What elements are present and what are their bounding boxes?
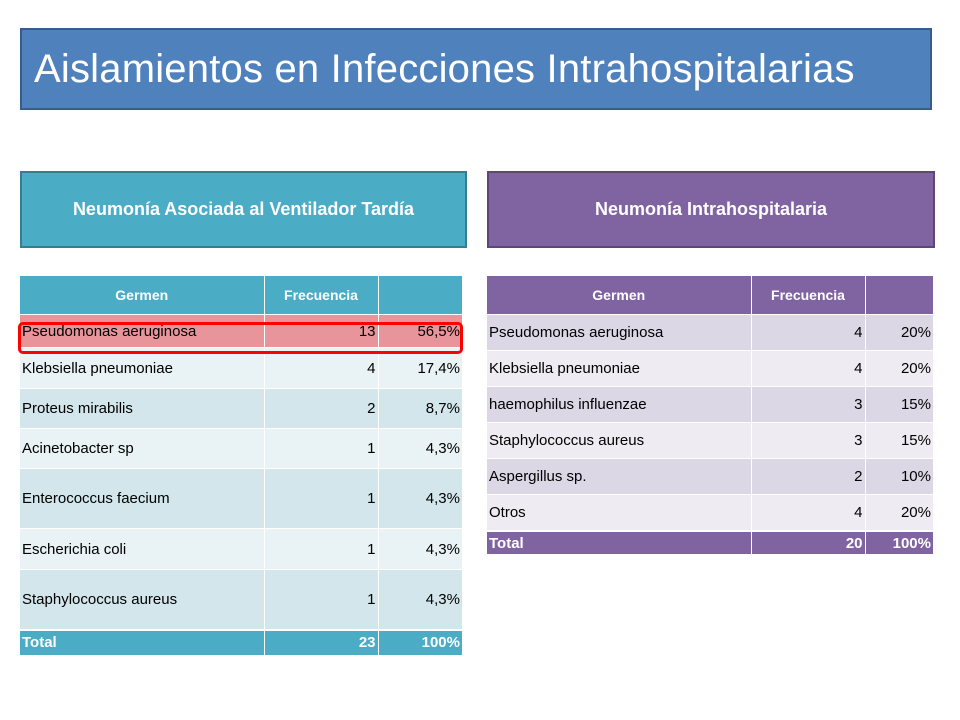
cell-total-label: Total [487, 530, 751, 554]
cell-frecuencia: 1 [263, 468, 378, 529]
table-vap: Germen Frecuencia Pseudomonas aeruginosa… [20, 276, 462, 655]
cell-germen: Otros [487, 494, 751, 531]
table-row: Proteus mirabilis 2 8,7% [20, 388, 462, 429]
cell-porcentaje: 4,3% [377, 569, 462, 630]
cell-germen: Staphylococcus aureus [487, 422, 751, 459]
cell-porcentaje: 4,3% [377, 528, 462, 570]
table-row: Klebsiella pneumoniae 4 17,4% [20, 347, 462, 389]
cell-germen: Staphylococcus aureus [20, 569, 264, 630]
cell-germen: haemophilus influenzae [487, 386, 751, 423]
cell-frecuencia: 13 [263, 314, 378, 348]
cell-germen: Proteus mirabilis [20, 388, 264, 429]
cell-porcentaje: 56,5% [377, 314, 462, 348]
cell-germen: Aspergillus sp. [487, 458, 751, 495]
cell-porcentaje: 15% [864, 386, 933, 423]
table-header-row: Germen Frecuencia [487, 276, 933, 315]
cell-porcentaje: 20% [864, 350, 933, 387]
cell-frecuencia: 2 [263, 388, 378, 429]
cell-germen: Klebsiella pneumoniae [487, 350, 751, 387]
cell-germen: Klebsiella pneumoniae [20, 347, 264, 389]
table-row: Pseudomonas aeruginosa 4 20% [487, 314, 933, 351]
table-row: Klebsiella pneumoniae 4 20% [487, 350, 933, 387]
cell-total-porcentaje: 100% [864, 530, 933, 554]
table-row: Escherichia coli 1 4,3% [20, 528, 462, 570]
cell-frecuencia: 4 [750, 494, 865, 531]
section-header-nih: Neumonía Intrahospitalaria [487, 171, 935, 248]
cell-porcentaje: 4,3% [377, 468, 462, 529]
table-row: Acinetobacter sp 1 4,3% [20, 428, 462, 469]
cell-porcentaje: 20% [864, 314, 933, 351]
cell-frecuencia: 1 [263, 569, 378, 630]
header-frecuencia: Frecuencia [750, 276, 865, 315]
cell-germen: Pseudomonas aeruginosa [20, 314, 264, 348]
table-row: Aspergillus sp. 2 10% [487, 458, 933, 495]
highlight-frame [18, 322, 463, 354]
header-porcentaje [377, 276, 462, 315]
cell-frecuencia: 2 [750, 458, 865, 495]
section-label-vap: Neumonía Asociada al Ventilador Tardía [72, 199, 415, 219]
cell-frecuencia: 1 [263, 428, 378, 469]
table-nih: Germen Frecuencia Pseudomonas aeruginosa… [487, 276, 933, 554]
header-frecuencia: Frecuencia [263, 276, 378, 315]
cell-germen: Pseudomonas aeruginosa [487, 314, 751, 351]
cell-porcentaje: 8,7% [377, 388, 462, 429]
table-row: Pseudomonas aeruginosa 13 56,5% [20, 314, 462, 348]
table-row: Staphylococcus aureus 3 15% [487, 422, 933, 459]
cell-total-label: Total [20, 628, 264, 655]
slide-title: Aislamientos en Infecciones Intrahospita… [34, 46, 855, 91]
table-total-row: Total 23 100% [20, 628, 462, 655]
table-total-row: Total 20 100% [487, 530, 933, 554]
table-row: Otros 4 20% [487, 494, 933, 531]
cell-germen: Acinetobacter sp [20, 428, 264, 469]
section-label-nih: Neumonía Intrahospitalaria [594, 199, 828, 219]
header-germen: Germen [20, 276, 264, 315]
cell-total-porcentaje: 100% [377, 628, 462, 655]
table-header-row: Germen Frecuencia [20, 276, 462, 315]
cell-germen: Escherichia coli [20, 528, 264, 570]
cell-total-frecuencia: 20 [750, 530, 865, 554]
table-row: Staphylococcus aureus 1 4,3% [20, 569, 462, 630]
section-header-vap: Neumonía Asociada al Ventilador Tardía [20, 171, 467, 248]
cell-porcentaje: 4,3% [377, 428, 462, 469]
cell-frecuencia: 3 [750, 422, 865, 459]
cell-frecuencia: 4 [750, 350, 865, 387]
table-row: Enterococcus faecium 1 4,3% [20, 468, 462, 529]
cell-frecuencia: 3 [750, 386, 865, 423]
table-row: haemophilus influenzae 3 15% [487, 386, 933, 423]
cell-porcentaje: 15% [864, 422, 933, 459]
cell-total-frecuencia: 23 [263, 628, 378, 655]
slide-title-banner: Aislamientos en Infecciones Intrahospita… [20, 28, 932, 110]
cell-frecuencia: 4 [750, 314, 865, 351]
cell-porcentaje: 17,4% [377, 347, 462, 389]
cell-frecuencia: 1 [263, 528, 378, 570]
header-porcentaje [864, 276, 933, 315]
header-germen: Germen [487, 276, 751, 315]
cell-germen: Enterococcus faecium [20, 468, 264, 529]
cell-porcentaje: 10% [864, 458, 933, 495]
cell-porcentaje: 20% [864, 494, 933, 531]
